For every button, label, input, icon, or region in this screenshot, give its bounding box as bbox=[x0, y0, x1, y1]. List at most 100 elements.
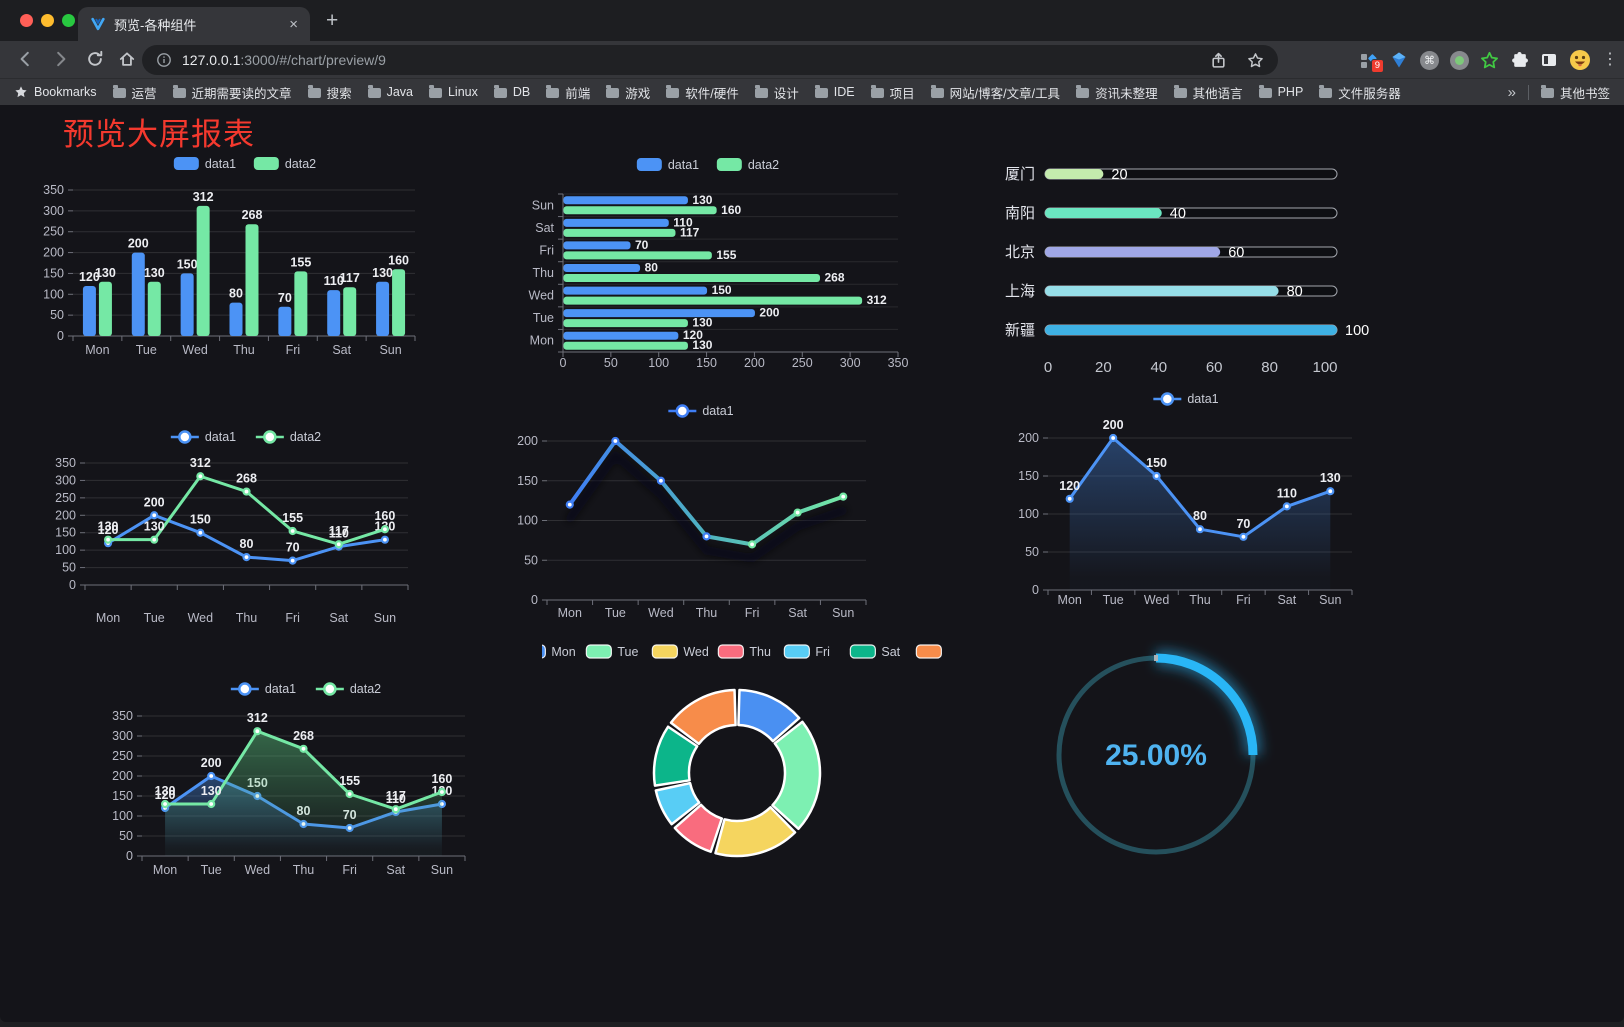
svg-text:80: 80 bbox=[229, 287, 243, 301]
bookmark-star-icon[interactable] bbox=[1247, 52, 1264, 69]
svg-text:Thu: Thu bbox=[293, 863, 315, 877]
progress-fill bbox=[1045, 208, 1162, 218]
bookmarks-overflow-chevron[interactable]: » bbox=[1507, 83, 1516, 101]
share-icon[interactable] bbox=[1210, 52, 1227, 69]
sidebar-icon[interactable] bbox=[1540, 51, 1558, 69]
bookmark-folder-item[interactable]: 搜索 bbox=[307, 83, 352, 102]
bookmark-folder-item[interactable]: 游戏 bbox=[606, 83, 650, 102]
data2-bar bbox=[147, 281, 161, 336]
bookmark-folder-item[interactable]: Java bbox=[367, 85, 413, 99]
svg-text:Fri: Fri bbox=[815, 645, 830, 659]
svg-text:data1: data1 bbox=[205, 157, 236, 171]
bookmarks-root-item[interactable]: Bookmarks bbox=[14, 85, 97, 99]
address-bar[interactable]: 127.0.0.1:3000/#/chart/preview/9 bbox=[142, 45, 1278, 75]
svg-text:200: 200 bbox=[744, 356, 765, 370]
bookmark-folder-item[interactable]: IDE bbox=[814, 85, 855, 99]
puzzle-icon[interactable] bbox=[1510, 51, 1529, 70]
svg-text:80: 80 bbox=[1287, 284, 1303, 300]
bookmark-folder-item[interactable]: 设计 bbox=[754, 83, 799, 102]
svg-text:data1: data1 bbox=[265, 682, 296, 696]
svg-text:200: 200 bbox=[128, 237, 149, 251]
tab-favicon bbox=[90, 16, 106, 32]
bookmark-folder-item[interactable]: PHP bbox=[1258, 85, 1303, 99]
svg-text:20: 20 bbox=[1111, 167, 1127, 183]
progress-fill bbox=[1045, 325, 1337, 335]
bookmark-folder-item[interactable]: 其他语言 bbox=[1173, 83, 1243, 102]
other-bookmarks-item[interactable]: 其他书签 bbox=[1540, 83, 1610, 102]
svg-text:130: 130 bbox=[144, 520, 165, 534]
url-text[interactable]: 127.0.0.1:3000/#/chart/preview/9 bbox=[182, 52, 386, 68]
chart-gradient-line[interactable]: 0 50 100 150 200 Mon Tue Wed Thu Fri Sat Sun data1 bbox=[500, 395, 902, 633]
bookmark-folder-item[interactable]: 软件/硬件 bbox=[666, 83, 739, 102]
grid-extension-icon[interactable]: 9 bbox=[1360, 51, 1384, 73]
green-star-icon[interactable] bbox=[1480, 51, 1499, 70]
other-bookmarks-label: 其他书签 bbox=[1559, 86, 1610, 101]
chart-percent-gauge[interactable]: 25.00% bbox=[1035, 640, 1287, 882]
svg-text:Sat: Sat bbox=[332, 343, 351, 357]
gem-icon[interactable] bbox=[1389, 50, 1409, 70]
extensions-row: 9 ⌘ ⋮ bbox=[1360, 45, 1618, 75]
svg-text:300: 300 bbox=[43, 204, 64, 218]
data1-bar bbox=[131, 252, 145, 336]
legend[interactable]: Mon Tue Wed Thu Fri Sat Sun bbox=[542, 644, 948, 659]
svg-text:160: 160 bbox=[388, 253, 409, 267]
menu-kebab-icon[interactable]: ⋮ bbox=[1602, 51, 1618, 68]
legend[interactable]: data1 data2 bbox=[173, 157, 316, 171]
legend[interactable]: data1 bbox=[668, 404, 734, 418]
bookmark-folder-item[interactable]: 近期需要读的文章 bbox=[172, 83, 292, 102]
new-tab-button[interactable]: + bbox=[326, 9, 339, 32]
profile-avatar[interactable] bbox=[1569, 49, 1591, 71]
home-button[interactable] bbox=[118, 50, 136, 68]
svg-text:150: 150 bbox=[517, 474, 538, 488]
svg-text:data2: data2 bbox=[290, 430, 321, 444]
svg-text:data2: data2 bbox=[748, 158, 779, 172]
svg-text:100: 100 bbox=[1312, 359, 1337, 376]
site-info-icon[interactable] bbox=[156, 52, 172, 68]
svg-text:130: 130 bbox=[144, 266, 165, 280]
legend[interactable]: data1 data2 bbox=[170, 430, 321, 444]
chart-line-weekly[interactable]: 0 50 100 150 200 250 300 350 Mon Tue Wed Thu Fri Sat S… bbox=[40, 418, 452, 642]
close-window-button[interactable] bbox=[20, 14, 33, 27]
bookmark-folder-item[interactable]: 文件服务器 bbox=[1319, 83, 1401, 102]
svg-text:厦门: 厦门 bbox=[1005, 166, 1035, 183]
bookmark-folder-item[interactable]: 网站/博客/文章/工具 bbox=[930, 83, 1060, 102]
legend[interactable]: data1 data2 bbox=[636, 158, 779, 172]
svg-text:0: 0 bbox=[1044, 359, 1052, 376]
svg-text:Thu: Thu bbox=[236, 611, 258, 625]
svg-text:Thu: Thu bbox=[696, 606, 718, 620]
chart-hbar-weekly[interactable]: 0 50 100 150 200 250 300 350 Mon Tue Wed Thu Fri Sat S… bbox=[502, 148, 914, 372]
bookmark-folder-item[interactable]: 项目 bbox=[870, 83, 915, 102]
svg-text:120: 120 bbox=[79, 270, 100, 284]
back-button[interactable] bbox=[16, 50, 34, 68]
chart-weekday-donut[interactable]: Mon Tue Wed Thu Fri Sat Sun bbox=[542, 636, 948, 890]
chart-area-lines[interactable]: 0 50 100 150 200 250 300 350 Mon Tue Wed Thu Fri Sat S… bbox=[100, 668, 512, 896]
minimize-window-button[interactable] bbox=[41, 14, 54, 27]
bookmark-folder-item[interactable]: 资讯未整理 bbox=[1076, 83, 1158, 102]
svg-text:150: 150 bbox=[55, 526, 76, 540]
tab-close-icon[interactable]: × bbox=[289, 15, 298, 33]
legend[interactable]: data1 data2 bbox=[230, 682, 381, 696]
svg-text:上海: 上海 bbox=[1005, 283, 1035, 300]
forward-button[interactable] bbox=[52, 50, 70, 68]
chart-bar-weekly[interactable]: 0 50 100 150 200 250 300 350 Mon Tue Wed Thu Fri Sat S… bbox=[40, 148, 450, 370]
command-circle-icon[interactable]: ⌘ bbox=[1420, 50, 1439, 70]
svg-text:312: 312 bbox=[867, 293, 887, 307]
bookmark-folder-item[interactable]: Linux bbox=[428, 85, 478, 99]
folder-icon bbox=[606, 85, 620, 98]
data1-bar bbox=[563, 331, 679, 340]
svg-text:350: 350 bbox=[55, 456, 76, 470]
bookmarks-divider bbox=[1527, 84, 1529, 100]
zoom-window-button[interactable] bbox=[62, 14, 75, 27]
reload-button[interactable] bbox=[86, 50, 104, 68]
legend[interactable]: data1 bbox=[1153, 392, 1219, 406]
chart-city-progress[interactable]: 厦门 20 南阳 40 北京 60 上海 80 新疆 100 0 20 40 60 80 100 bbox=[985, 150, 1385, 390]
svg-text:160: 160 bbox=[721, 203, 741, 217]
bookmark-folder-item[interactable]: 前端 bbox=[546, 83, 590, 102]
bookmark-folder-item[interactable]: 运营 bbox=[112, 83, 157, 102]
svg-text:100: 100 bbox=[648, 356, 669, 370]
record-circle-icon[interactable] bbox=[1450, 50, 1469, 70]
browser-tab[interactable]: 预览-各种组件 × bbox=[78, 7, 310, 41]
bookmark-folder-item[interactable]: DB bbox=[493, 85, 530, 99]
folder-icon bbox=[754, 85, 768, 98]
chart-area-line[interactable]: 0 50 100 150 200 Mon Tue Wed Thu Fri Sat Sun 120 200 1… bbox=[985, 388, 1387, 620]
